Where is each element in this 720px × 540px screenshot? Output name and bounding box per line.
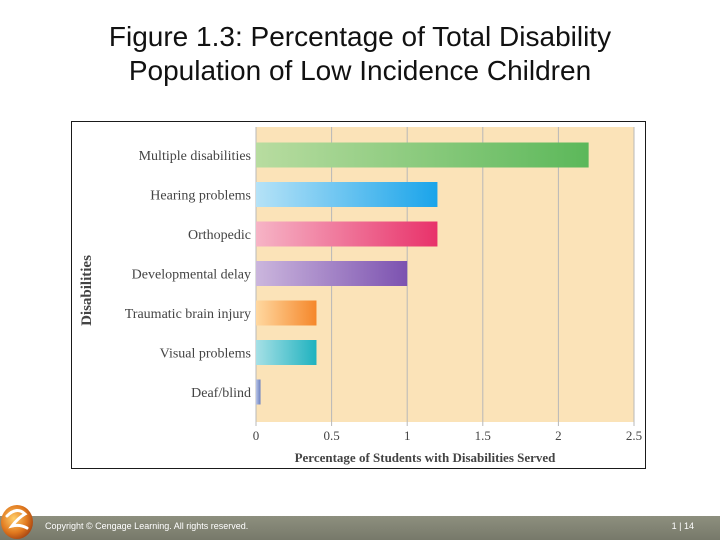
x-tick-label: 1.5 <box>475 428 491 443</box>
chart-frame: Multiple disabilities Hearing problems Ort… <box>71 121 646 469</box>
bar <box>256 221 438 247</box>
title-line-1: Figure 1.3: Percentage of Total Disabili… <box>108 21 612 52</box>
category-labels: Multiple disabilities Hearing problems Ort… <box>125 149 251 401</box>
y-axis-label: Disabilities <box>79 255 95 326</box>
category-label: Developmental delay <box>132 268 251 283</box>
bar <box>256 261 408 286</box>
bar <box>256 142 589 168</box>
cengage-logo-icon <box>1 505 33 539</box>
title-line-2: Population of Low Incidence Children <box>128 55 592 86</box>
bar <box>256 379 261 405</box>
x-tick-labels: 0 0.5 1 1.5 2 2.5 <box>253 428 642 443</box>
x-tick-label: 0.5 <box>323 428 339 443</box>
slide-title: Figure 1.3: Percentage of Total Disabili… <box>0 20 720 88</box>
x-tick-label: 2 <box>555 428 562 443</box>
category-label: Orthopedic <box>188 228 251 243</box>
footer-bar <box>0 516 720 540</box>
x-axis-label: Percentage of Students with Disabilities… <box>295 450 557 465</box>
category-label: Visual problems <box>160 347 251 362</box>
copyright-text: Copyright © Cengage Learning. All rights… <box>45 521 249 531</box>
bar-chart: Multiple disabilities Hearing problems Ort… <box>79 127 642 465</box>
page-number: 1 | 14 <box>671 521 694 531</box>
category-label: Multiple disabilities <box>139 149 251 164</box>
category-label: Traumatic brain injury <box>125 307 251 322</box>
category-label: Hearing problems <box>150 189 251 204</box>
bar <box>256 340 317 365</box>
bars <box>256 142 589 405</box>
x-tick-label: 2.5 <box>626 428 642 443</box>
x-tick-label: 1 <box>404 428 411 443</box>
bar <box>256 300 317 326</box>
bar <box>256 182 438 207</box>
x-tick-label: 0 <box>253 428 260 443</box>
category-label: Deaf/blind <box>191 386 251 401</box>
